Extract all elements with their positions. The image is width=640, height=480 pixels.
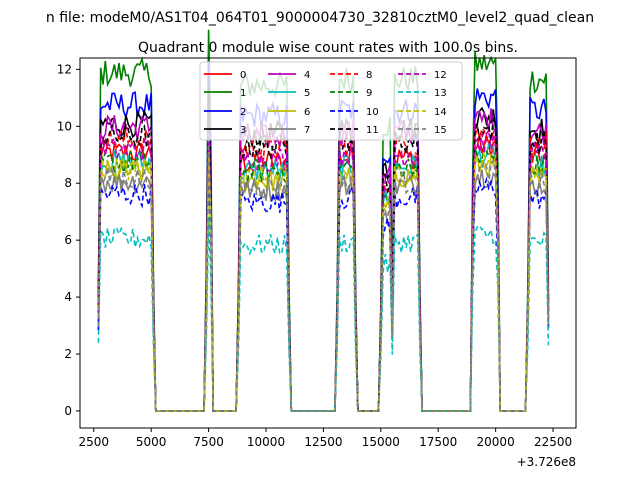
x-offset-label: +3.726e8	[517, 455, 576, 469]
y-tick-label: 4	[64, 290, 72, 304]
legend-label-6: 6	[304, 107, 310, 118]
plot-area: 2500 5000 7500 10000 12500 15000 17500 20000 225…	[57, 29, 577, 469]
y-tick-label: 12	[57, 62, 72, 76]
legend-label-14: 14	[434, 107, 447, 118]
x-tick-label: 22500	[534, 435, 572, 449]
y-tick-label: 6	[64, 233, 72, 247]
x-axis: 2500 5000 7500 10000 12500 15000 17500 20000 225…	[79, 428, 572, 449]
legend-label-12: 12	[434, 70, 447, 81]
y-tick-label: 0	[64, 404, 72, 418]
series-line-12	[97, 126, 550, 412]
x-tick-label: 5000	[136, 435, 167, 449]
legend-label-9: 9	[366, 88, 372, 99]
x-tick-label: 17500	[419, 435, 457, 449]
y-axis: 0 2 4 6 8 10 12	[57, 62, 80, 418]
series-line-15	[97, 139, 550, 412]
axes-border	[79, 57, 577, 429]
legend-label-0: 0	[240, 70, 246, 81]
legend-label-7: 7	[304, 125, 310, 136]
legend-label-4: 4	[304, 70, 310, 81]
legend-label-8: 8	[366, 70, 372, 81]
legend-label-3: 3	[240, 125, 246, 136]
legend-label-1: 1	[240, 88, 246, 99]
legend-label-10: 10	[366, 107, 379, 118]
legend-label-5: 5	[304, 88, 310, 99]
legend-box	[199, 61, 463, 141]
series-lines	[97, 29, 550, 412]
y-tick-label: 10	[57, 119, 72, 133]
chart-title: Quadrant 0 module wise count rates with …	[138, 40, 518, 56]
legend-label-15: 15	[434, 125, 447, 136]
x-tick-label: 12500	[304, 435, 342, 449]
x-tick-label: 10000	[247, 435, 285, 449]
x-tick-label: 15000	[362, 435, 400, 449]
x-tick-label: 2500	[79, 435, 110, 449]
chart-suptitle: n file: modeM0/AS1T04_064T01_9000004730_…	[46, 10, 594, 26]
y-tick-label: 8	[64, 176, 72, 190]
legend-label-13: 13	[434, 88, 447, 99]
legend-label-2: 2	[240, 107, 246, 118]
x-tick-label: 20000	[477, 435, 515, 449]
y-tick-label: 2	[64, 347, 72, 361]
x-tick-label: 7500	[193, 435, 224, 449]
legend-label-11: 11	[366, 125, 379, 136]
